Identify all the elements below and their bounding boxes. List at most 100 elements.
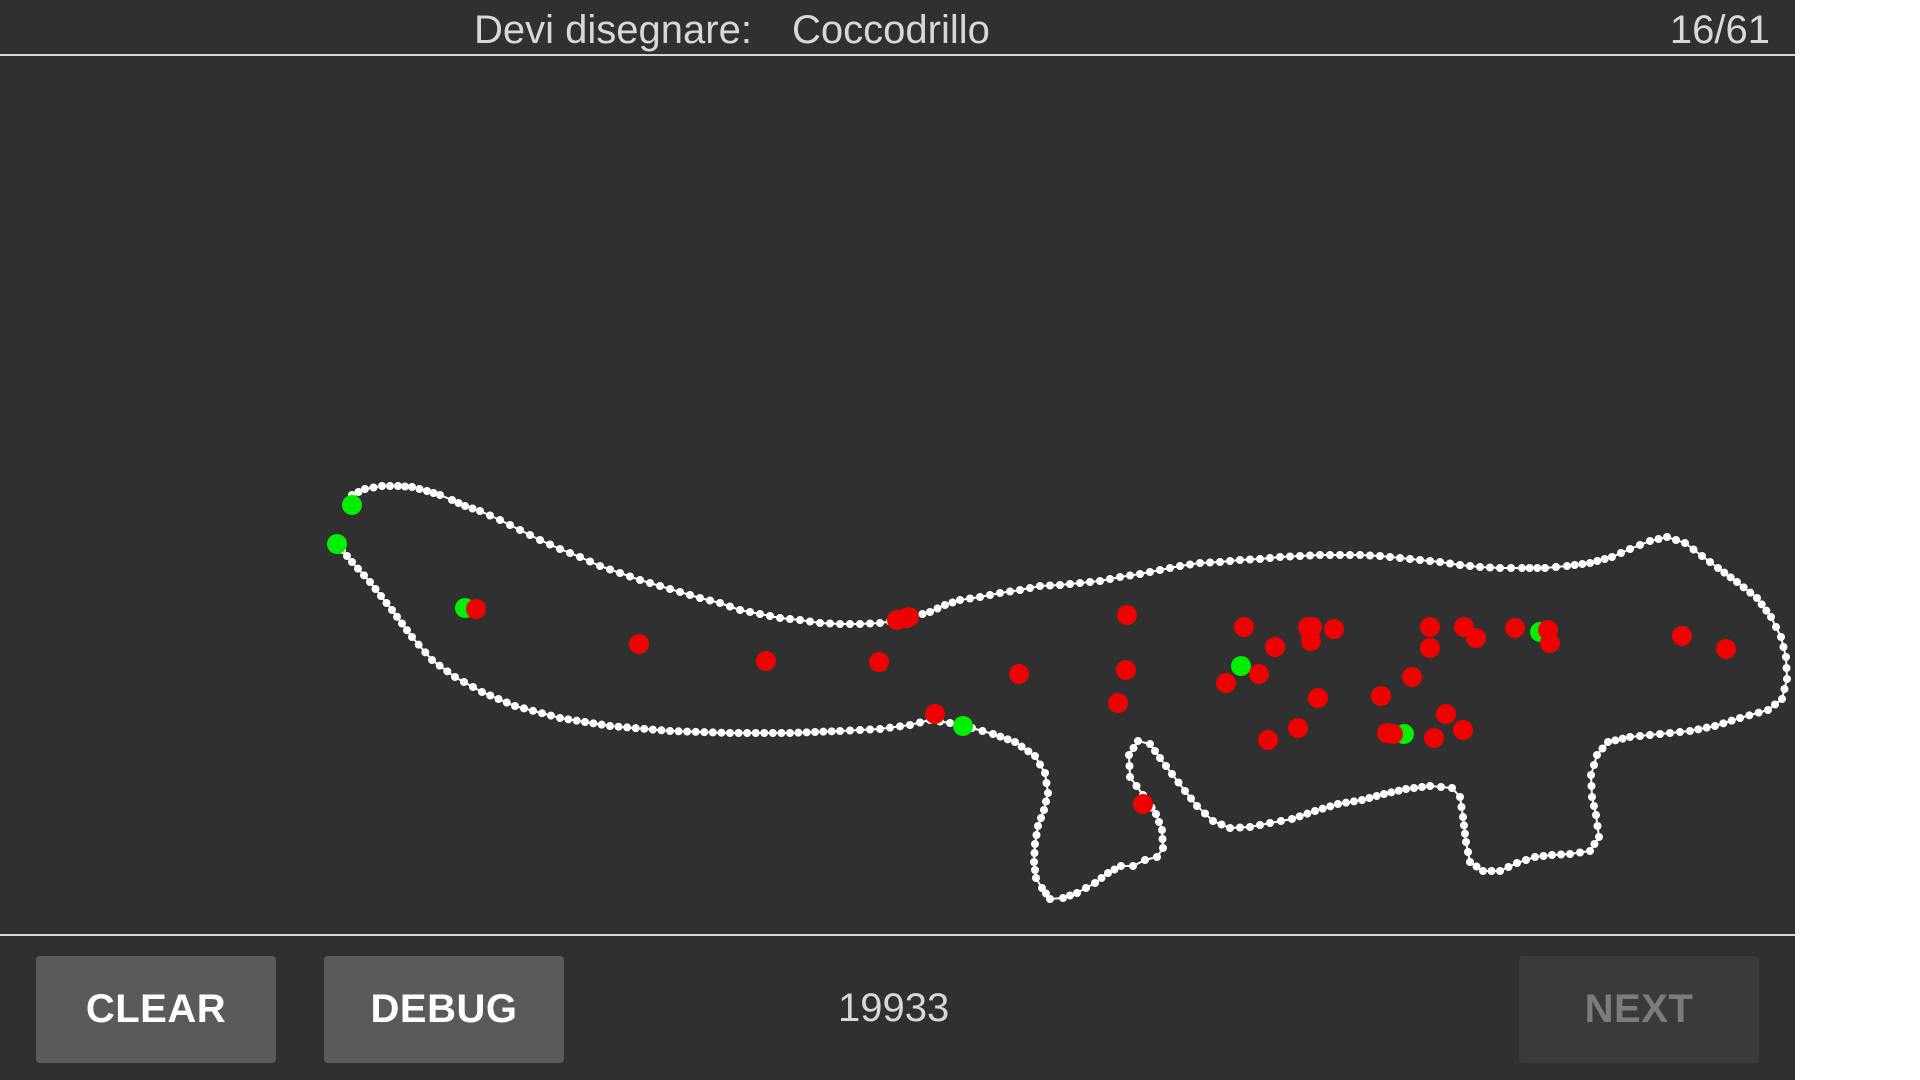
stroke-point: [428, 656, 436, 664]
stroke-point: [856, 726, 864, 734]
stroke-point: [469, 683, 477, 691]
stroke-point: [1365, 794, 1374, 802]
stroke-point: [989, 730, 997, 738]
stroke-point: [448, 496, 456, 504]
stroke-point: [734, 729, 743, 737]
stroke-point: [1753, 594, 1761, 602]
stroke-point: [1764, 706, 1772, 714]
stroke-point: [1646, 731, 1654, 739]
stroke-point: [1181, 787, 1189, 795]
stroke-point: [1386, 553, 1394, 561]
stroke-point: [494, 695, 503, 703]
stroke-point: [826, 619, 834, 628]
stroke-point: [1672, 536, 1680, 544]
stroke-point: [1129, 744, 1138, 752]
stroke-point: [1125, 762, 1134, 770]
stroke-point: [1626, 733, 1634, 741]
guess-marker: [1265, 637, 1285, 657]
stroke-point: [1126, 571, 1134, 580]
stroke-point: [802, 728, 811, 737]
stroke-point: [1226, 557, 1234, 565]
stroke-point: [708, 728, 717, 737]
stroke-point: [429, 489, 438, 497]
stroke-point: [388, 606, 396, 614]
stroke-point: [566, 549, 574, 557]
stroke-point: [806, 617, 814, 626]
stroke-point: [1754, 708, 1763, 717]
stroke-point: [516, 526, 524, 534]
stroke-point: [1011, 738, 1019, 746]
stroke-point: [576, 553, 584, 561]
stroke-point: [1782, 653, 1790, 661]
guess-marker: [1672, 626, 1692, 646]
stroke-point: [760, 729, 769, 737]
stroke-point: [1059, 894, 1067, 902]
stroke-point: [656, 582, 664, 590]
stroke-point: [1611, 736, 1620, 745]
stroke-point: [520, 704, 528, 713]
guess-marker: [896, 608, 916, 628]
stroke-point: [1566, 850, 1574, 858]
stroke-point: [371, 585, 380, 593]
guess-marker: [1716, 639, 1736, 659]
stroke-point: [1116, 573, 1124, 581]
stroke-point: [366, 578, 374, 586]
stroke-point: [1436, 558, 1444, 566]
next-button[interactable]: NEXT: [1519, 956, 1759, 1063]
stroke-point: [1462, 838, 1470, 846]
clear-button[interactable]: CLEAR: [36, 956, 276, 1063]
stroke-point: [1372, 792, 1381, 800]
drawing-surface[interactable]: [0, 58, 1795, 934]
stroke-point: [1663, 533, 1671, 541]
stroke-point: [1464, 848, 1472, 856]
stroke-point: [1460, 821, 1468, 830]
app-screen: Devi disegnare: Coccodrillo 16/61 CLEAR …: [0, 0, 1795, 1080]
stroke-point: [1046, 581, 1054, 590]
stroke-point: [1311, 807, 1319, 815]
stroke-point: [886, 723, 894, 732]
guess-marker: [1133, 794, 1153, 814]
stroke-point: [666, 727, 674, 735]
stroke-point: [1426, 557, 1434, 565]
drawing-canvas[interactable]: [0, 58, 1795, 934]
stroke-point: [1394, 786, 1403, 795]
stroke-point: [1030, 858, 1038, 866]
stroke-point: [1209, 817, 1217, 825]
stroke-point: [408, 633, 416, 641]
recognition-markers: [327, 495, 1736, 814]
stroke-point: [1576, 848, 1584, 857]
guess-marker: [925, 704, 945, 724]
stroke-point: [1466, 562, 1474, 570]
stroke-point: [846, 620, 854, 628]
stroke-point: [786, 615, 794, 623]
stroke-point: [1159, 844, 1167, 852]
stroke-point: [1246, 823, 1254, 831]
stroke-point: [354, 488, 363, 496]
stroke-point: [846, 726, 854, 735]
stroke-point: [1446, 559, 1454, 568]
stroke-point: [768, 729, 777, 737]
stroke-point: [556, 714, 564, 722]
stroke-point: [1617, 549, 1625, 557]
stroke-point: [454, 499, 463, 507]
stroke-point: [435, 661, 444, 670]
stroke-point: [1176, 562, 1184, 570]
stroke-point: [398, 619, 406, 628]
guess-marker: [1466, 628, 1486, 648]
stroke-point: [1126, 773, 1134, 781]
stroke-point: [1153, 853, 1161, 861]
stroke-point: [502, 698, 511, 707]
stroke-point: [1604, 738, 1612, 746]
stroke-point: [918, 610, 927, 618]
stroke-point: [1402, 785, 1410, 793]
stroke-point: [717, 728, 726, 737]
stroke-point: [896, 722, 904, 731]
stroke-point: [716, 599, 724, 607]
stroke-point: [1031, 752, 1039, 760]
stroke-point: [1346, 551, 1354, 559]
stroke-point: [1608, 553, 1616, 561]
stroke-point: [1042, 779, 1051, 787]
stroke-point: [1552, 563, 1560, 571]
stroke-point: [1714, 564, 1722, 572]
debug-button[interactable]: DEBUG: [324, 956, 564, 1063]
